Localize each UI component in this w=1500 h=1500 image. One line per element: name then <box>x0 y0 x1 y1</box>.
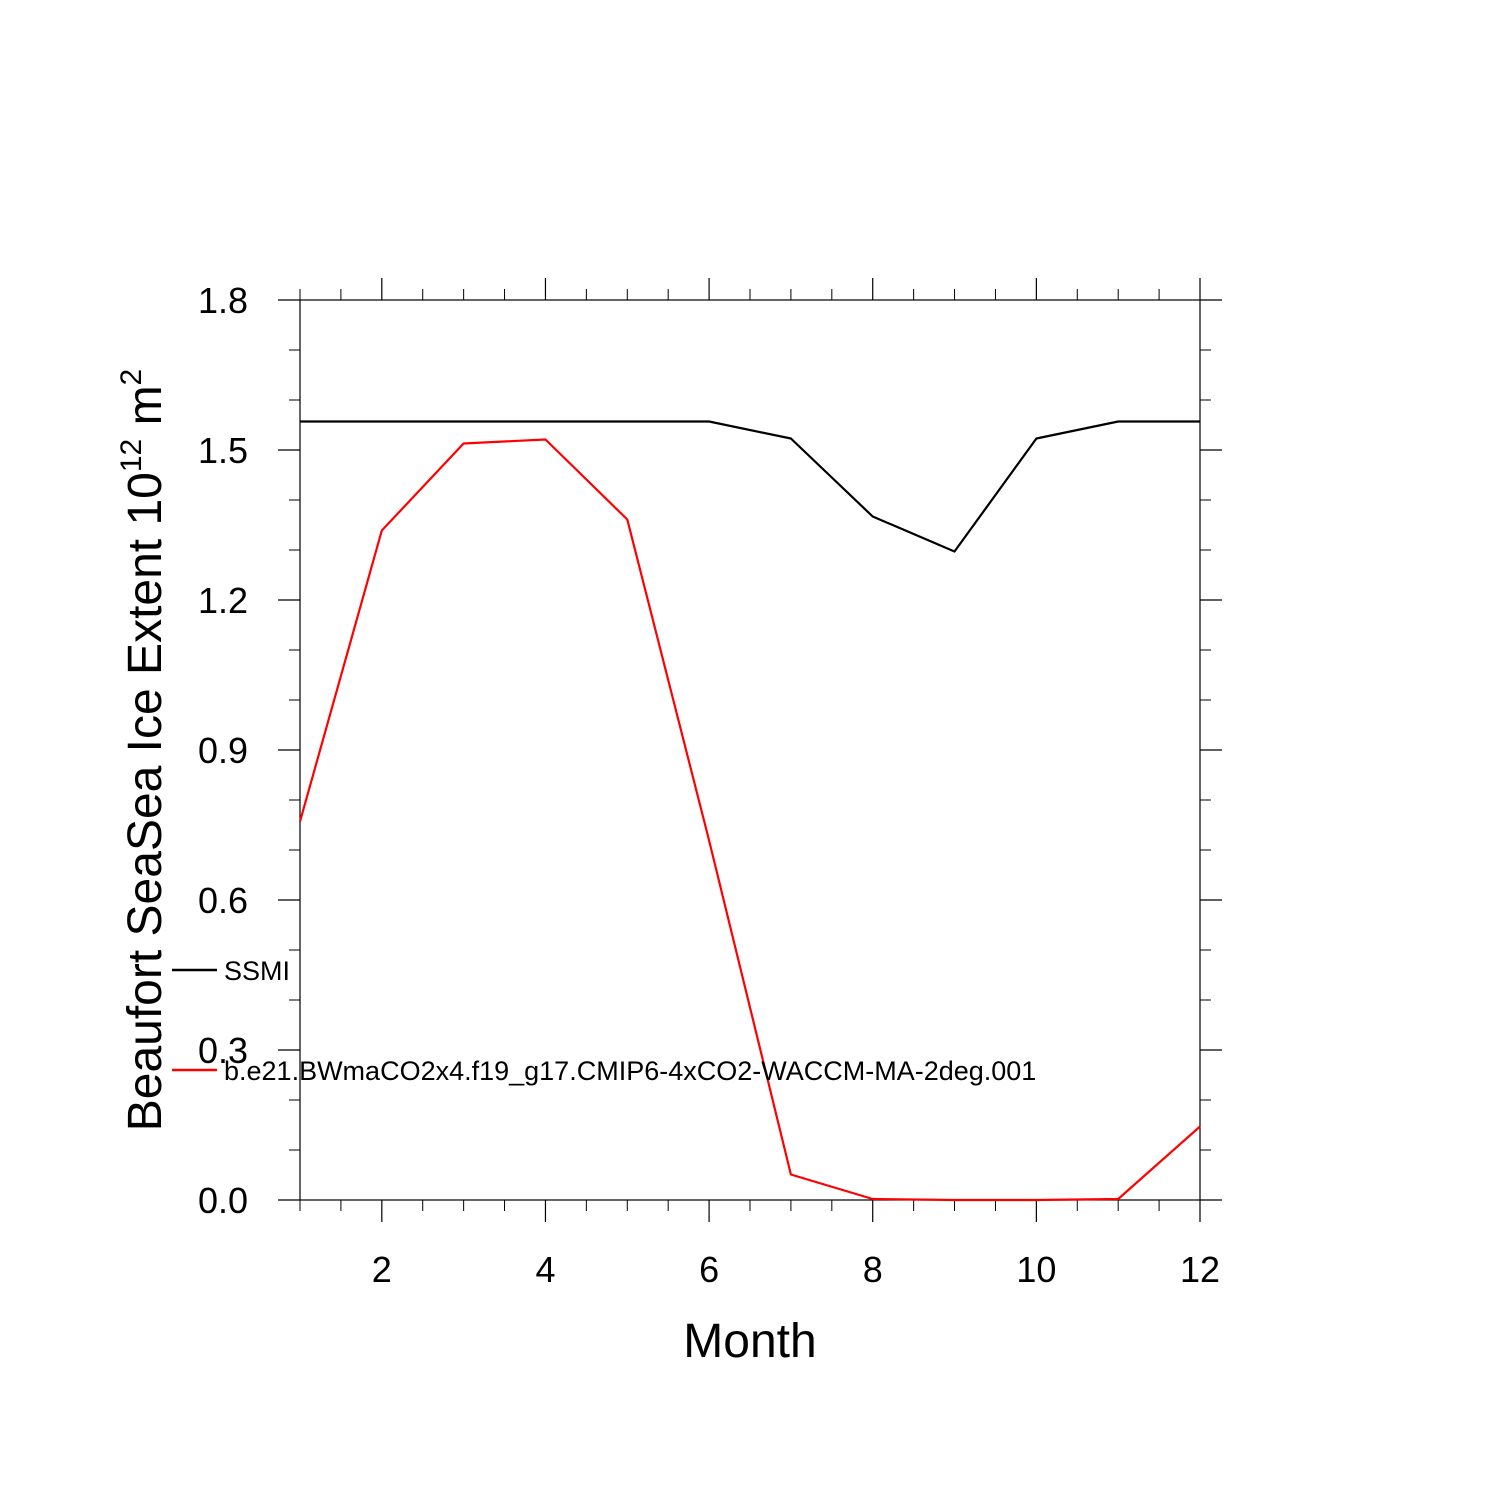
y-tick-label: 0.9 <box>198 730 248 771</box>
y-tick-label: 0.0 <box>198 1180 248 1221</box>
y-axis-title-unit: m <box>119 385 172 438</box>
y-tick-label: 1.8 <box>198 280 248 321</box>
x-tick-labels: 2 4 6 8 10 12 <box>372 1249 1220 1290</box>
y-axis-title-unit-exponent: 2 <box>115 369 148 386</box>
x-tick-label: 6 <box>699 1249 719 1290</box>
x-tick-label: 4 <box>535 1249 555 1290</box>
y-tick-label: 0.6 <box>198 880 248 921</box>
y-axis-title-exponent: 12 <box>115 439 148 472</box>
legend-label-model: b.e21.BWmaCO2x4.f19_g17.CMIP6-4xCO2-WACC… <box>224 1056 1036 1086</box>
y-tick-label: 1.2 <box>198 580 248 621</box>
x-tick-label: 2 <box>372 1249 392 1290</box>
series-line-model <box>298 438 1201 1202</box>
legend: SSMI b.e21.BWmaCO2x4.f19_g17.CMIP6-4xCO2… <box>172 956 1036 1086</box>
y-tick-label: 1.5 <box>198 430 248 471</box>
legend-label-ssmi: SSMI <box>224 956 290 986</box>
series-line-ssmi <box>300 420 1200 553</box>
y-tick-label: 0.3 <box>198 1030 248 1071</box>
y-axis-title: Beaufort SeaSea Ice Extent 1012 m2 <box>115 369 172 1132</box>
x-tick-label: 12 <box>1180 1249 1220 1290</box>
x-tick-label: 10 <box>1016 1249 1056 1290</box>
y-axis-title-main: Beaufort SeaSea Ice Extent 10 <box>119 472 172 1131</box>
axis-ticks <box>278 278 1222 1222</box>
y-tick-labels: 0.0 0.3 0.6 0.9 1.2 1.5 1.8 <box>198 280 248 1221</box>
series-lines <box>298 420 1201 1202</box>
x-axis-title: Month <box>683 1315 816 1368</box>
x-tick-label: 8 <box>863 1249 883 1290</box>
